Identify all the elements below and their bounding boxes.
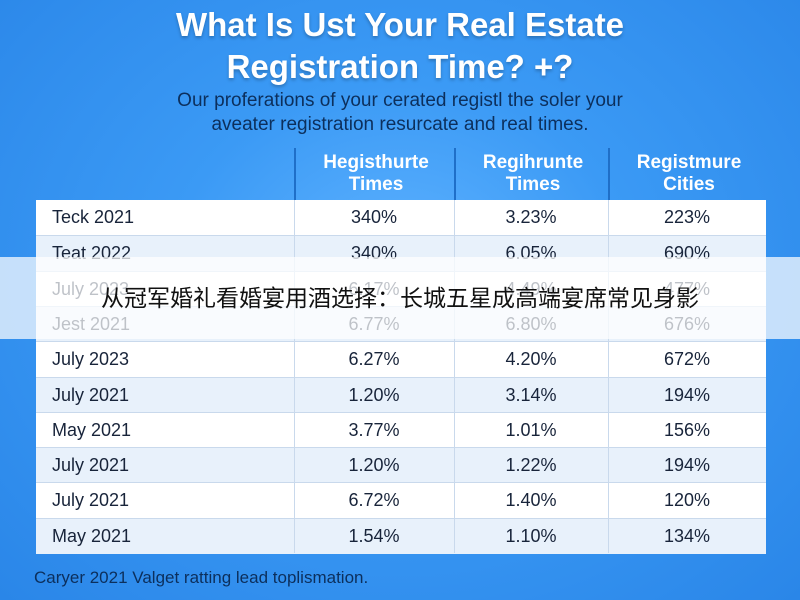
table-row: May 2021 1.54% 1.10% 134% — [36, 517, 766, 554]
table-cell: 340% — [350, 207, 398, 227]
column-divider — [454, 200, 455, 553]
overlay-banner — [0, 257, 800, 339]
row-label: July 2023 — [52, 349, 130, 370]
footer-note: Caryer 2021 Valget ratting lead toplisma… — [34, 568, 369, 587]
table-cell: 4.20% — [505, 349, 557, 370]
subtitle-line-1: Our proferations of your cerated registl… — [177, 90, 623, 111]
table-cell: 3.14% — [505, 384, 557, 405]
table-cell: 1.22% — [505, 455, 557, 476]
overlay-banner-text: 从冠军婚礼看婚宴用酒选择：长城五星成高端宴席常见身影 — [101, 286, 699, 312]
table-cell: 6.72% — [348, 490, 400, 511]
table-cell: 3.23% — [505, 207, 557, 227]
table-row: May 2021 3.77% 1.01% 156% — [36, 411, 766, 448]
table-cell: 134% — [663, 525, 711, 546]
table-header-row: Hegisthurte Times Regihrunte Times Registm… — [36, 148, 766, 200]
table-body: Teck 2021 340% 3.23% 223% Teat 2022 340% 6.05%… — [36, 200, 766, 554]
column-divider — [294, 200, 295, 553]
column-header-label: Hegisthurte Times — [323, 152, 429, 195]
table-cell: 1.20% — [348, 455, 400, 476]
row-label: July 2021 — [52, 455, 130, 476]
column-header-3: Registmure Cities — [608, 148, 768, 200]
table-row: July 2023 6.27% 4.20% 672% — [36, 341, 766, 377]
table-cell: 1.10% — [505, 525, 557, 546]
row-label: May 2021 — [52, 525, 132, 546]
column-divider — [608, 200, 609, 553]
table-cell: 1.54% — [348, 525, 400, 546]
table-row: July 2021 6.72% 1.40% 120% — [36, 482, 766, 518]
table-cell: 672% — [663, 349, 711, 370]
row-label: Teck 2021 — [52, 207, 135, 227]
column-header-label: Registmure Cities — [636, 152, 742, 195]
table-cell: 1.40% — [505, 490, 557, 511]
column-header-label: Regihrunte Times — [482, 152, 584, 195]
row-label: May 2021 — [52, 419, 132, 440]
table-cell: 156% — [663, 419, 711, 440]
page-title-line-2: Registration Time? +? — [226, 48, 574, 85]
row-label: July 2021 — [52, 490, 130, 511]
column-header-2: Regihrunte Times — [454, 148, 610, 200]
page-title-line-1: What Is Ust Your Real Estate — [175, 6, 625, 43]
table-row: July 2021 1.20% 3.14% 194% — [36, 376, 766, 413]
table-row: Teck 2021 340% 3.23% 223% — [36, 200, 766, 235]
table-cell: 120% — [663, 490, 711, 511]
table-row: July 2021 1.20% 1.22% 194% — [36, 447, 766, 484]
table-cell: 194% — [663, 384, 711, 405]
row-label: July 2021 — [52, 384, 130, 405]
subtitle-line-2: aveater registration resurcate and real … — [211, 114, 589, 135]
table-cell: 3.77% — [348, 419, 400, 440]
table-cell: 223% — [663, 207, 711, 227]
column-header-1: Hegisthurte Times — [294, 148, 456, 200]
table-cell: 194% — [663, 455, 711, 476]
table-cell: 1.20% — [348, 384, 400, 405]
table-cell: 1.01% — [505, 419, 557, 440]
data-table: Hegisthurte Times Regihrunte Times Registm… — [36, 148, 766, 554]
table-cell: 6.27% — [348, 349, 400, 370]
